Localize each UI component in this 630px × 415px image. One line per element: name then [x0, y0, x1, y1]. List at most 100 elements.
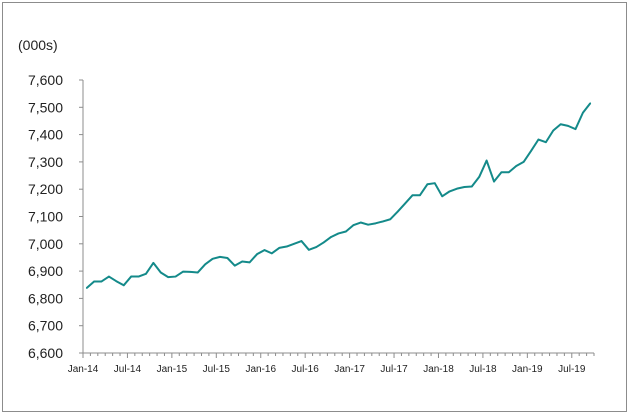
data-point	[471, 185, 473, 188]
data-point	[115, 280, 118, 283]
y-axis-unit-label: (000s)	[18, 37, 58, 53]
y-tick-label: 7,000	[28, 236, 63, 252]
data-point	[582, 111, 584, 114]
data-point	[433, 182, 436, 184]
data-point	[285, 245, 288, 248]
data-point	[522, 161, 525, 163]
data-point	[241, 260, 244, 263]
x-tick-label: Jan-15	[157, 364, 188, 375]
y-tick-label: 6,700	[28, 318, 63, 334]
data-point	[248, 261, 251, 264]
y-axis-ticks: 6,600 6,700 6,800 6,900 7,000 7,100 7,200 7,300…	[28, 72, 83, 361]
data-point	[137, 275, 140, 278]
data-point	[219, 256, 221, 258]
data-point	[100, 280, 103, 283]
data-point	[345, 230, 347, 233]
data-point	[330, 236, 332, 238]
data-point	[515, 165, 518, 167]
data-point	[508, 171, 510, 174]
y-tick-label: 6,800	[28, 290, 63, 306]
data-point	[537, 138, 540, 141]
y-tick-label: 7,500	[28, 99, 63, 115]
data-point	[493, 180, 495, 183]
y-tick-label: 7,100	[28, 209, 63, 225]
data-point	[367, 223, 369, 226]
data-point	[552, 129, 555, 132]
data-point	[174, 275, 177, 278]
data-point	[108, 275, 110, 278]
data-point	[315, 246, 318, 248]
x-tick-label: Jul-15	[203, 364, 231, 375]
data-point	[448, 190, 451, 193]
y-tick-label: 7,200	[28, 181, 63, 197]
data-point	[574, 128, 577, 130]
data-point	[463, 186, 466, 188]
y-tick-label: 6,600	[28, 345, 63, 361]
data-point	[500, 171, 503, 174]
data-point	[204, 263, 206, 266]
x-tick-label: Jan-14	[68, 364, 99, 375]
data-point	[263, 249, 266, 251]
x-tick-label: Jul-18	[469, 364, 497, 375]
x-tick-label: Jan-16	[245, 364, 276, 375]
data-point	[226, 257, 229, 259]
x-tick-label: Jul-14	[114, 364, 142, 375]
data-point	[278, 247, 281, 249]
x-tick-label: Jan-19	[512, 364, 543, 375]
data-point	[359, 221, 362, 224]
data-point	[559, 123, 562, 126]
data-point	[530, 150, 532, 152]
data-point	[396, 210, 399, 213]
data-point	[308, 249, 310, 251]
x-tick-label: Jan-17	[334, 364, 365, 375]
data-point	[441, 195, 443, 198]
data-point	[485, 159, 488, 162]
data-point	[337, 232, 340, 235]
data-point	[189, 271, 192, 273]
y-tick-label: 7,600	[28, 72, 63, 88]
data-point	[545, 141, 547, 144]
data-point	[411, 194, 414, 197]
data-point	[271, 252, 273, 255]
data-point	[93, 280, 95, 283]
data-point	[478, 176, 481, 178]
data-point	[419, 194, 421, 197]
data-point	[300, 240, 303, 242]
x-tick-label: Jul-19	[558, 364, 586, 375]
data-point	[382, 220, 384, 223]
axes	[82, 80, 594, 354]
data-point	[322, 241, 325, 244]
data-point	[456, 187, 458, 190]
data-point	[374, 222, 377, 225]
data-point	[404, 202, 406, 205]
x-axis-ticks: Jan-14 Jul-14 Jan-15 Jul-15 Jan-16 Jul-16 Jan-…	[68, 353, 595, 375]
data-point	[389, 218, 392, 221]
y-tick-label: 7,400	[28, 127, 63, 143]
y-tick-label: 7,300	[28, 154, 63, 170]
data-point	[159, 271, 162, 274]
data-point	[256, 253, 258, 255]
data-point	[130, 275, 132, 278]
x-tick-label: Jul-17	[380, 364, 408, 375]
data-point	[152, 262, 155, 264]
data-point	[145, 273, 147, 275]
data-point	[426, 183, 429, 186]
x-tick-label: Jul-16	[292, 364, 320, 375]
data-point	[182, 270, 184, 273]
series-line	[86, 102, 592, 289]
x-tick-label: Jan-18	[423, 364, 454, 375]
y-tick-label: 6,900	[28, 263, 63, 279]
data-point	[352, 224, 355, 227]
data-point	[211, 258, 214, 260]
data-point	[167, 276, 169, 278]
data-point	[567, 125, 569, 127]
data-point	[196, 271, 199, 274]
data-point	[589, 102, 592, 105]
series	[85, 102, 592, 289]
data-point	[234, 264, 236, 267]
data-point	[293, 243, 295, 245]
data-point	[85, 287, 88, 289]
data-point	[122, 284, 125, 287]
